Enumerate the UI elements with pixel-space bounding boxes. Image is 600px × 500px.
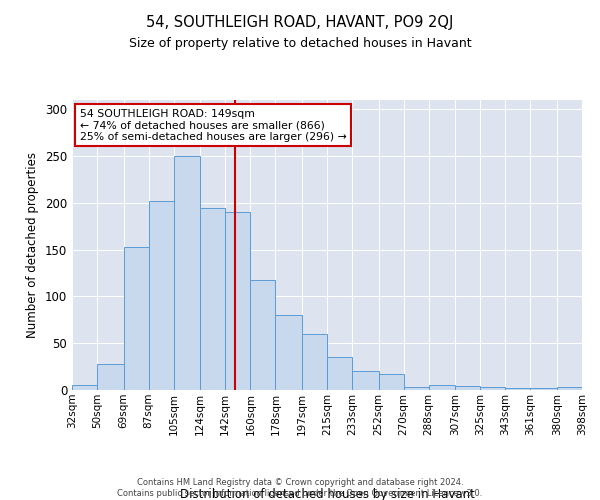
Bar — [302, 334, 327, 390]
Bar — [174, 156, 200, 390]
Bar — [455, 386, 480, 390]
Bar — [429, 386, 455, 390]
Bar — [404, 387, 429, 390]
Bar — [124, 247, 149, 390]
Bar — [557, 387, 582, 390]
Bar — [97, 364, 124, 390]
Bar — [275, 315, 302, 390]
Text: 54 SOUTHLEIGH ROAD: 149sqm
← 74% of detached houses are smaller (866)
25% of sem: 54 SOUTHLEIGH ROAD: 149sqm ← 74% of deta… — [80, 108, 346, 142]
Bar — [352, 372, 379, 390]
Bar — [530, 388, 557, 390]
Text: Size of property relative to detached houses in Havant: Size of property relative to detached ho… — [128, 38, 472, 51]
X-axis label: Distribution of detached houses by size in Havant: Distribution of detached houses by size … — [179, 488, 475, 500]
Bar — [72, 386, 97, 390]
Bar — [149, 201, 174, 390]
Bar — [505, 388, 530, 390]
Bar — [480, 387, 505, 390]
Y-axis label: Number of detached properties: Number of detached properties — [26, 152, 40, 338]
Text: 54, SOUTHLEIGH ROAD, HAVANT, PO9 2QJ: 54, SOUTHLEIGH ROAD, HAVANT, PO9 2QJ — [146, 15, 454, 30]
Bar — [250, 280, 275, 390]
Bar — [327, 358, 352, 390]
Bar — [225, 212, 250, 390]
Text: Contains HM Land Registry data © Crown copyright and database right 2024.
Contai: Contains HM Land Registry data © Crown c… — [118, 478, 482, 498]
Bar — [200, 208, 225, 390]
Bar — [379, 374, 404, 390]
